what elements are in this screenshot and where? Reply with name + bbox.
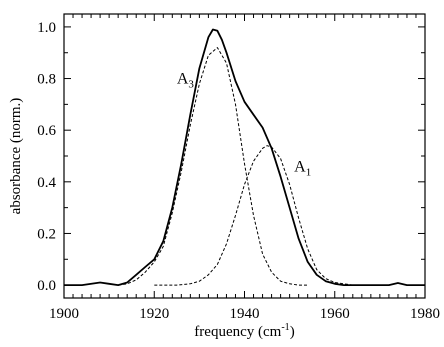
x-axis-label: frequency (cm-1) — [194, 322, 294, 340]
y-tick-label: 0.8 — [37, 72, 56, 88]
y-tick-label: 0.6 — [37, 123, 56, 139]
tick-labels: 1900 1920 1940 1960 1980 0.0 0.2 0.4 0.6 0.8 1.0 — [37, 20, 440, 322]
axis-ticks — [63, 14, 426, 298]
series-group — [64, 28, 425, 286]
x-tick-label: 1940 — [230, 306, 260, 322]
total-absorbance-curve — [64, 28, 425, 286]
x-tick-label: 1960 — [320, 306, 350, 322]
y-tick-label: 0.4 — [37, 175, 56, 191]
y-tick-label: 1.0 — [37, 20, 56, 36]
x-tick-label: 1900 — [49, 306, 79, 322]
peak-annotations: A3 A1 — [177, 71, 311, 179]
y-tick-label: 0.0 — [37, 278, 56, 294]
plot-frame — [63, 13, 426, 299]
component-curve-1 — [118, 47, 308, 286]
peak-label: A1 — [294, 158, 311, 178]
y-tick-label: 0.2 — [37, 226, 56, 242]
x-tick-label: 1980 — [410, 306, 440, 322]
component-curve-2 — [154, 145, 380, 286]
peak-label: A3 — [177, 71, 195, 91]
x-tick-label: 1920 — [139, 306, 169, 322]
y-axis-label: absorbance (norm.) — [8, 98, 24, 215]
